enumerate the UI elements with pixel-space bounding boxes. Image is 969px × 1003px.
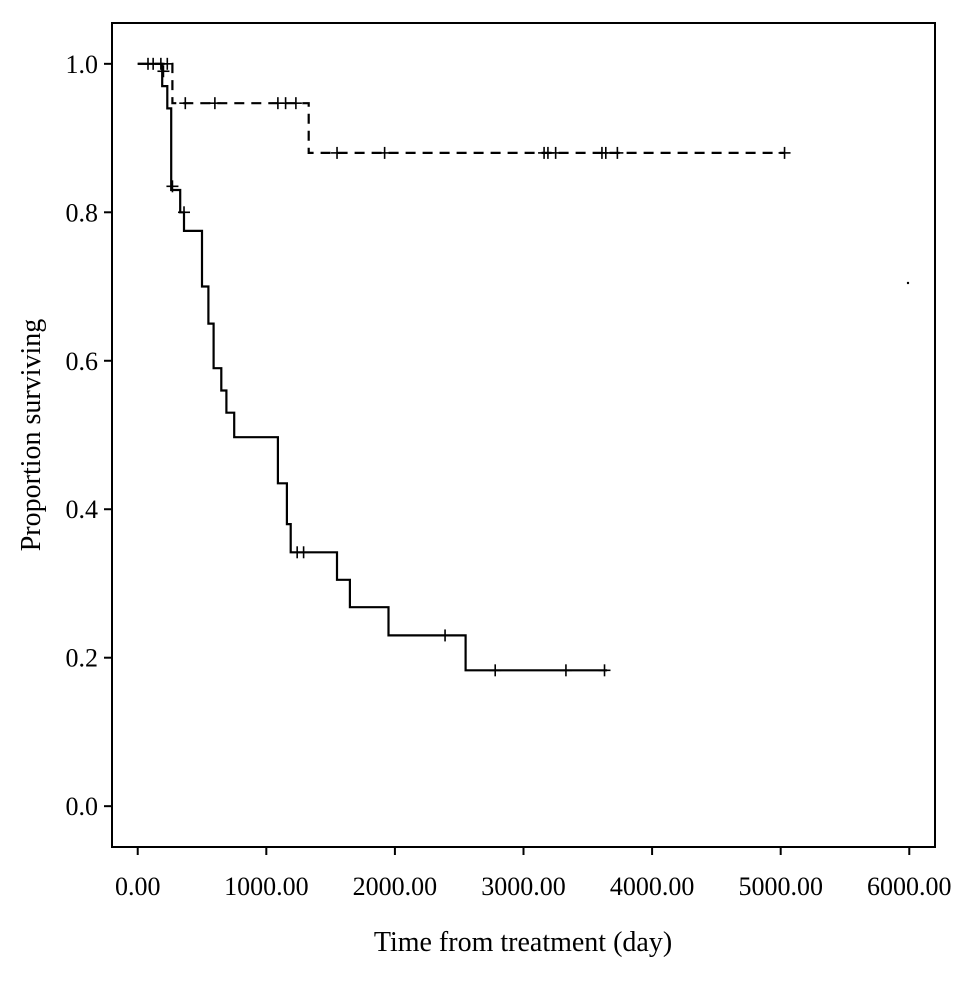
y-axis-title: Proportion surviving (16, 319, 47, 552)
x-axis-title: Time from treatment (day) (374, 927, 672, 958)
censor-mark (208, 97, 221, 110)
censor-mark (598, 664, 611, 677)
stray-dot (906, 281, 910, 285)
censor-mark (489, 664, 502, 677)
censor-mark (289, 97, 302, 110)
censor-mark (599, 146, 612, 159)
censor-mark (331, 146, 344, 159)
survival-step-line (137, 62, 608, 672)
survival-step-line (137, 62, 785, 154)
series-1 (137, 57, 791, 159)
plot-frame (111, 22, 936, 848)
x-tick-label: 1000.00 (224, 872, 309, 901)
censor-mark (439, 629, 452, 642)
y-axis: 0.0 0.2 0.4 0.6 0.8 1.0 (66, 50, 112, 821)
series-layer (137, 57, 791, 677)
censor-mark (778, 146, 791, 159)
censor-mark (279, 97, 292, 110)
censor-mark (559, 664, 572, 677)
x-tick-label: 3000.00 (481, 872, 566, 901)
x-axis: 0.00 1000.00 2000.00 3000.00 4000.00 5000.00 6… (115, 847, 952, 901)
x-tick-label: 0.00 (115, 872, 161, 901)
x-tick-label: 2000.00 (353, 872, 438, 901)
y-tick-label: 0.2 (66, 644, 99, 673)
censor-mark (178, 206, 191, 219)
censor-mark (297, 546, 310, 559)
censor-mark (166, 180, 179, 193)
x-tick-label: 5000.00 (738, 872, 823, 901)
y-tick-label: 0.0 (66, 792, 99, 821)
y-tick-label: 0.6 (66, 347, 99, 376)
x-tick-label: 6000.00 (867, 872, 952, 901)
censor-mark (157, 65, 170, 78)
y-tick-label: 0.4 (66, 495, 99, 524)
y-tick-label: 1.0 (66, 50, 99, 79)
series-2 (137, 62, 611, 677)
censor-mark (549, 146, 562, 159)
censor-mark (611, 146, 624, 159)
censor-mark (179, 97, 192, 110)
x-tick-label: 4000.00 (610, 872, 695, 901)
y-tick-label: 0.8 (66, 198, 99, 227)
censor-mark (378, 146, 391, 159)
